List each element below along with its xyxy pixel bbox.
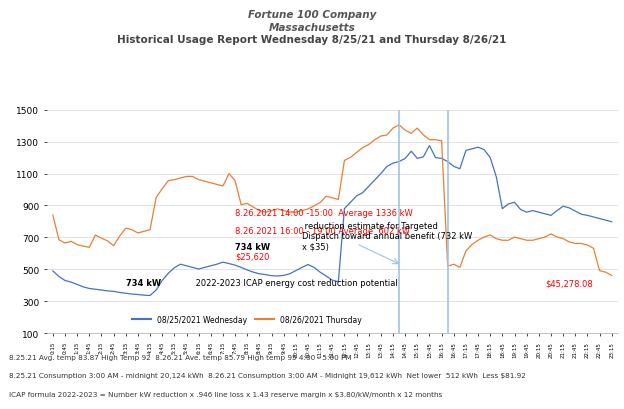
Text: 8.26.2021 16:00 - 19:00 Average  602 kW: 8.26.2021 16:00 - 19:00 Average 602 kW [235, 226, 410, 235]
Text: 2022-2023 ICAP energy cost reduction potential: 2022-2023 ICAP energy cost reduction pot… [193, 279, 402, 288]
Text: 8.25.21 Consumption 3:00 AM - midnight 20,124 kWh  8.26.21 Consumption 3:00 AM -: 8.25.21 Consumption 3:00 AM - midnight 2… [9, 372, 526, 378]
Text: Fortune 100 Company: Fortune 100 Company [248, 10, 376, 20]
Text: Massachusetts: Massachusetts [268, 22, 356, 32]
Text: $25,620: $25,620 [235, 252, 270, 261]
Text: Historical Usage Report Wednesday 8/25/21 and Thursday 8/26/21: Historical Usage Report Wednesday 8/25/2… [117, 35, 507, 45]
Text: 734 kW: 734 kW [126, 279, 161, 288]
Text: ICAP formula 2022-2023 = Number kW reduction x .946 line loss x 1.43 reserve mar: ICAP formula 2022-2023 = Number kW reduc… [9, 391, 442, 397]
Text: reduction estimate for Targeted
Dispatch toward annual benefit (732 kW
x $35): reduction estimate for Targeted Dispatch… [302, 221, 472, 251]
Text: 8.26.2021 14:00 -15:00  Average 1336 kW: 8.26.2021 14:00 -15:00 Average 1336 kW [235, 209, 413, 218]
Legend: 08/25/2021 Wednesday, 08/26/2021 Thursday: 08/25/2021 Wednesday, 08/26/2021 Thursda… [129, 312, 364, 327]
Text: 8.25.21 Avg. temp 83.87 High Temp 92  8.26.21 Ave. temp 85.79 High temp 95 4:00 : 8.25.21 Avg. temp 83.87 High Temp 92 8.2… [9, 354, 352, 360]
Text: 734 kW: 734 kW [235, 242, 270, 251]
Text: $45,278.08: $45,278.08 [545, 279, 593, 288]
